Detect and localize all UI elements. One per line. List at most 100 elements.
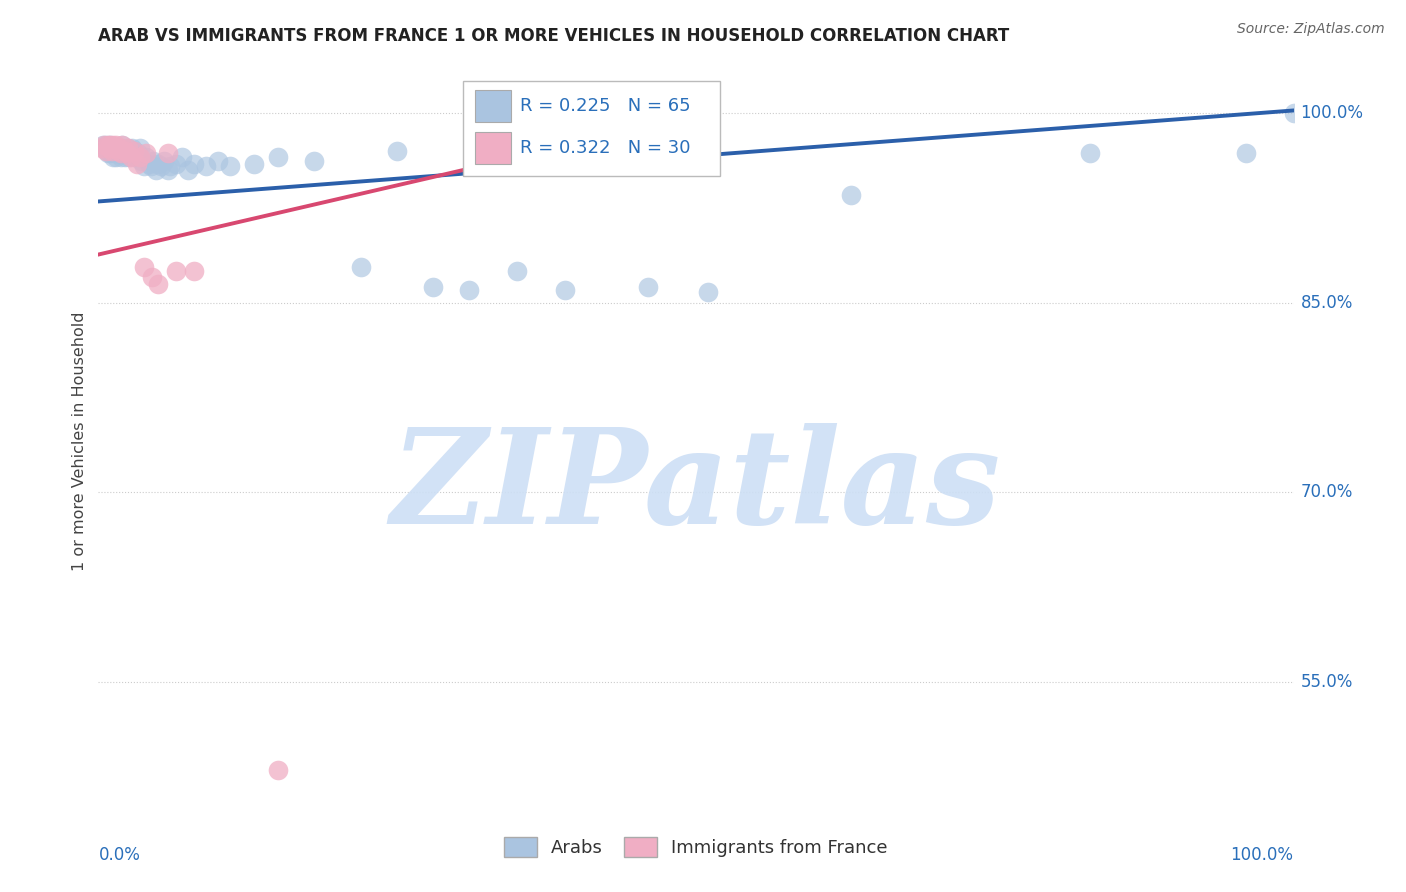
Point (1080, 146, 1102, 161)
Point (145, 162, 167, 177)
Point (115, 146, 138, 161)
Point (554, 283, 576, 297)
Point (159, 159, 181, 173)
Point (111, 146, 134, 161)
Point (697, 285, 720, 300)
Point (127, 146, 149, 161)
Point (1234, 146, 1257, 161)
Y-axis label: 1 or more Vehicles in Household: 1 or more Vehicles in Household (72, 312, 87, 571)
Text: Source: ZipAtlas.com: Source: ZipAtlas.com (1237, 22, 1385, 37)
Point (129, 141, 152, 155)
Point (506, 146, 529, 161)
Point (107, 144, 129, 158)
Point (124, 150, 146, 164)
Point (219, 159, 242, 173)
Point (165, 264, 187, 278)
Point (100, 144, 122, 158)
Point (97, 146, 120, 161)
Point (97, 137, 120, 152)
Point (172, 150, 194, 164)
Text: R = 0.225   N = 65: R = 0.225 N = 65 (520, 96, 690, 115)
Text: 100.0%: 100.0% (1230, 846, 1294, 863)
Text: 100.0%: 100.0% (1301, 104, 1364, 122)
Point (183, 264, 205, 278)
Point (114, 150, 136, 164)
Point (91, 141, 114, 155)
Point (302, 154, 325, 169)
Point (132, 159, 155, 173)
Point (112, 144, 135, 158)
Point (117, 141, 139, 155)
Point (98, 146, 122, 161)
Point (141, 270, 163, 285)
Point (385, 144, 409, 158)
Point (100, 144, 122, 158)
Point (350, 260, 373, 275)
Point (138, 156, 160, 170)
Point (602, 146, 624, 161)
Point (98, 137, 122, 152)
Point (267, 763, 290, 777)
Point (94, 144, 117, 158)
Point (195, 159, 218, 173)
Point (98, 141, 121, 155)
Point (107, 146, 129, 161)
Point (841, 188, 863, 202)
Point (149, 159, 172, 173)
Point (120, 146, 142, 161)
Point (506, 264, 529, 278)
Point (110, 146, 132, 161)
Legend: Arabs, Immigrants from France: Arabs, Immigrants from France (496, 830, 896, 864)
Point (108, 141, 131, 155)
Text: 85.0%: 85.0% (1301, 293, 1353, 311)
Text: ZIPatlas: ZIPatlas (391, 423, 1001, 551)
Point (124, 144, 146, 158)
Point (637, 280, 659, 294)
Point (96, 144, 118, 158)
Point (105, 137, 128, 152)
Point (148, 156, 170, 170)
Point (98, 141, 121, 155)
Point (458, 283, 481, 297)
Text: 70.0%: 70.0% (1301, 483, 1353, 501)
Point (124, 144, 146, 158)
Point (93, 137, 115, 152)
Point (135, 150, 157, 164)
Text: 0.0%: 0.0% (98, 846, 141, 863)
Point (1282, 106, 1305, 120)
Point (243, 156, 266, 170)
Point (165, 156, 187, 170)
Point (156, 162, 179, 177)
Point (207, 154, 229, 169)
Point (129, 150, 152, 164)
Point (107, 144, 129, 158)
Point (91, 137, 114, 152)
Point (105, 150, 128, 164)
Point (103, 141, 125, 155)
Point (103, 141, 125, 155)
FancyBboxPatch shape (463, 81, 720, 177)
Text: 55.0%: 55.0% (1301, 673, 1353, 690)
Point (142, 154, 165, 169)
Point (114, 144, 136, 158)
Point (110, 150, 132, 164)
Point (153, 154, 176, 169)
Point (148, 277, 170, 291)
Point (111, 137, 134, 152)
Point (139, 159, 162, 173)
Point (98, 137, 122, 152)
Point (183, 156, 205, 170)
Point (177, 162, 200, 177)
Point (156, 146, 179, 161)
Point (118, 150, 141, 164)
Point (125, 156, 148, 170)
Point (104, 146, 127, 161)
Point (422, 280, 444, 294)
Text: ARAB VS IMMIGRANTS FROM FRANCE 1 OR MORE VEHICLES IN HOUSEHOLD CORRELATION CHART: ARAB VS IMMIGRANTS FROM FRANCE 1 OR MORE… (98, 27, 1010, 45)
Point (101, 137, 124, 152)
Point (105, 141, 128, 155)
Point (267, 150, 290, 164)
Point (135, 146, 157, 161)
Point (132, 260, 155, 275)
Point (121, 141, 143, 155)
